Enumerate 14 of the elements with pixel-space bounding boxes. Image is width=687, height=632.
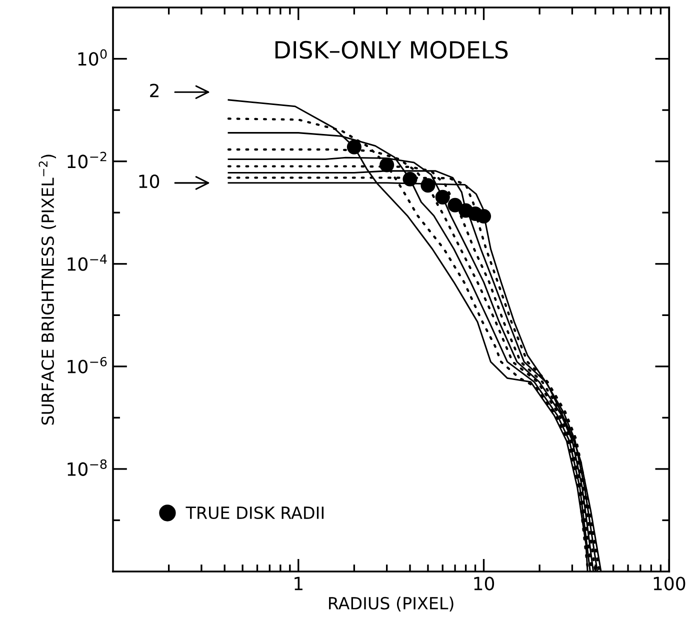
text: DISK–ONLY MODELS	[275, 40, 508, 59]
y-tick-label: 10$^{−2}$	[68, 152, 106, 168]
annotation: 10	[139, 174, 160, 188]
y-tick-label: 10$^{−8}$	[68, 459, 107, 476]
y-tick-label: 10$^{0}$	[78, 49, 107, 66]
x-tick-label: 1	[294, 576, 302, 590]
y-tick-label: 10$^{−6}$	[68, 356, 107, 374]
x-tick-label: 100	[654, 576, 686, 590]
y-axis-title: SURFACE BRIGHTNESS (PIXEL$^{−2}$)	[38, 154, 56, 425]
x-tick-label: 10	[474, 576, 494, 590]
x-axis-title: RADIUS (PIXEL)	[329, 596, 454, 612]
y-tick-label: 10$^{−4}$	[68, 254, 107, 271]
legend-label: TRUE DISK RADII	[186, 506, 324, 520]
annotation: 2	[150, 84, 158, 98]
